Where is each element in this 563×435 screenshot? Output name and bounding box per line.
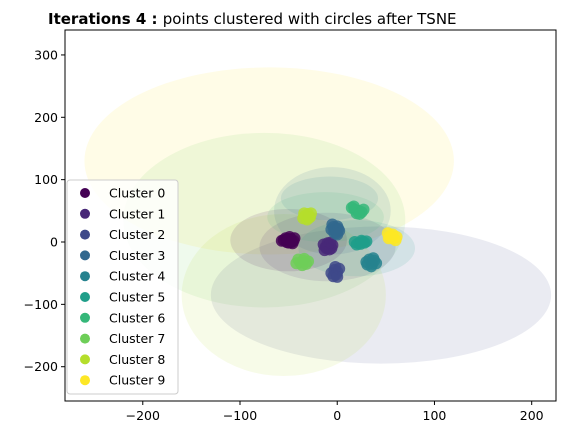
legend-marker-9 (80, 375, 90, 386)
legend-label-7: Cluster 7 (109, 331, 165, 346)
y-tick-label: 0 (50, 235, 58, 250)
cluster-points (275, 200, 403, 283)
x-tick-label: 200 (520, 408, 544, 423)
cluster-8-point (303, 211, 316, 224)
title-suffix: points clustered with circles after TSNE (163, 10, 457, 28)
legend-label-3: Cluster 3 (109, 248, 165, 263)
legend-marker-1 (80, 208, 90, 219)
legend-marker-6 (80, 312, 90, 323)
legend-label-2: Cluster 2 (109, 227, 165, 242)
legend-marker-5 (80, 292, 90, 302)
legend-marker-3 (80, 250, 90, 261)
cluster-4-point (367, 252, 380, 265)
legend-label-8: Cluster 8 (109, 352, 165, 367)
x-tick-label: −100 (223, 408, 257, 423)
cluster-0-point (285, 236, 298, 248)
cluster-2-point (331, 270, 344, 283)
legend-label-5: Cluster 5 (109, 290, 165, 305)
title-prefix: Iterations 4 : (48, 10, 163, 28)
x-tick-label: 0 (333, 408, 341, 423)
cluster-circle-8 (181, 213, 386, 377)
cluster-2-point (329, 260, 342, 273)
legend-box (66, 179, 179, 395)
y-tick-label: −100 (24, 297, 58, 312)
legend-marker-0 (80, 188, 90, 198)
y-tick-label: 100 (34, 172, 58, 187)
cluster-3-point (330, 227, 343, 240)
cluster-circle-3 (274, 167, 391, 255)
y-tick-label: 200 (34, 110, 58, 125)
cluster-7-point (290, 257, 303, 270)
y-tick-label: −200 (24, 359, 58, 374)
legend-label-1: Cluster 1 (109, 206, 165, 221)
cluster-6-point (353, 207, 366, 220)
y-tick-label: 300 (34, 47, 58, 62)
legend-marker-7 (80, 333, 90, 344)
legend-label-0: Cluster 0 (109, 186, 165, 201)
x-tick-label: −200 (126, 408, 160, 423)
plot-frame (64, 29, 557, 402)
legend-label-9: Cluster 9 (109, 373, 165, 388)
legend-label-6: Cluster 6 (109, 310, 165, 325)
legend-marker-8 (80, 354, 90, 365)
x-tick-label: 100 (423, 408, 447, 423)
legend-marker-2 (80, 229, 90, 240)
y-axis: −200 −100 0 100 200 300 (24, 47, 65, 374)
chart-title: Iterations 4 : points clustered with cir… (48, 10, 457, 28)
x-axis: −200 −100 0 100 200 (126, 401, 544, 423)
cluster-5-point (356, 236, 369, 248)
legend-label-4: Cluster 4 (109, 269, 165, 284)
legend-marker-4 (80, 271, 90, 282)
cluster-1-point (324, 236, 337, 249)
legend: Cluster 0 Cluster 1 Cluster 2 Cluster 3 Clus… (66, 179, 179, 395)
cluster-9-point (390, 231, 403, 244)
